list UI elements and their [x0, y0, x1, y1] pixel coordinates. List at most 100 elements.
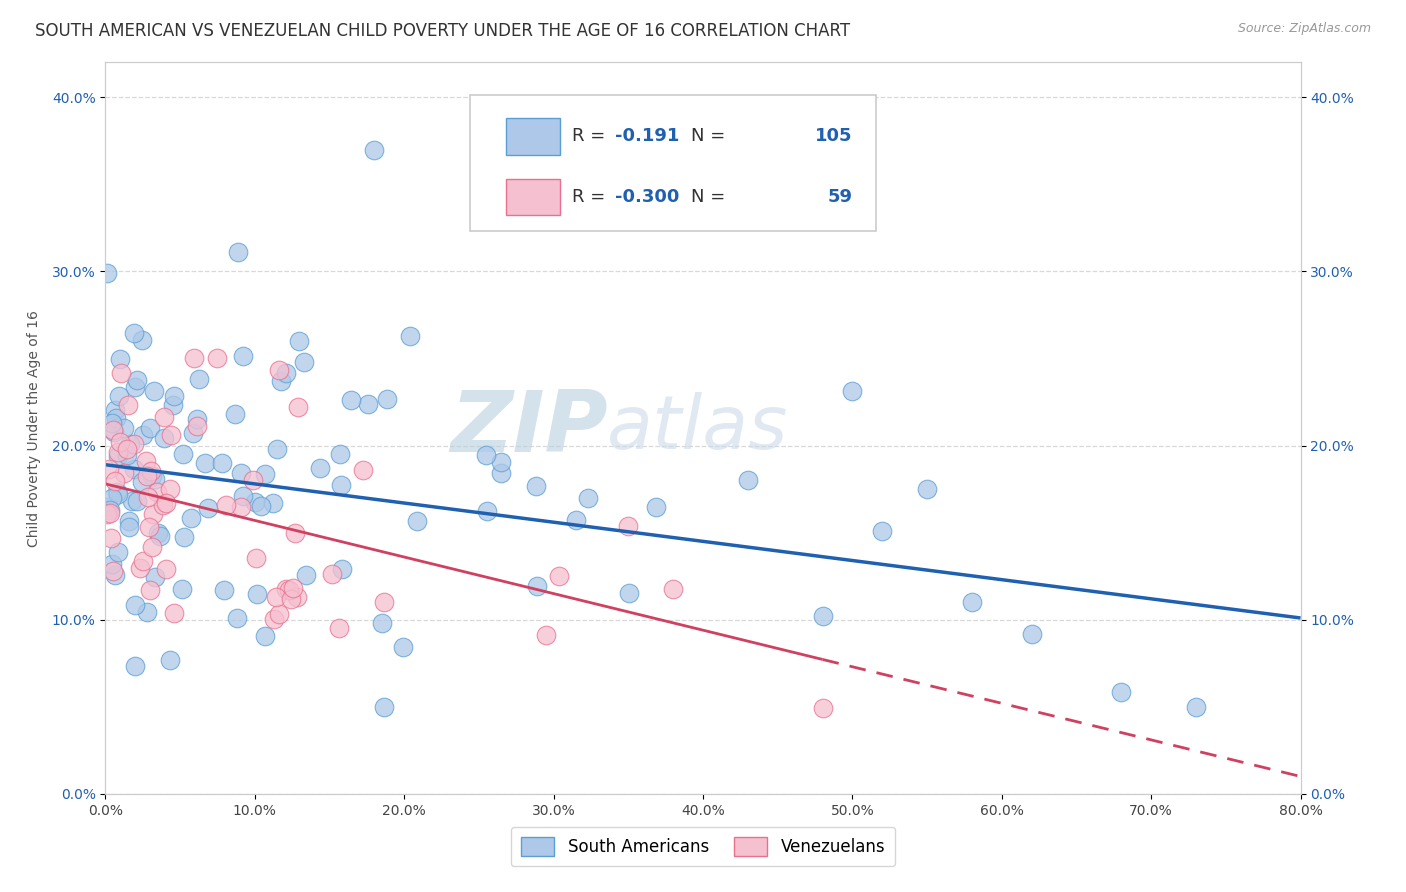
- Point: [100, 531, 122, 545]
- Point: [117, 448, 139, 462]
- FancyBboxPatch shape: [506, 178, 560, 215]
- Point: [188, 371, 211, 385]
- Point: [662, 582, 685, 597]
- Point: [107, 545, 129, 559]
- Point: [103, 425, 125, 440]
- Point: [229, 466, 252, 480]
- Text: N =: N =: [692, 128, 725, 145]
- Point: [136, 490, 159, 504]
- Point: [122, 326, 145, 341]
- Point: [112, 467, 135, 481]
- Point: [524, 479, 547, 493]
- Point: [131, 333, 153, 347]
- Point: [811, 701, 834, 715]
- Point: [328, 621, 350, 635]
- Point: [104, 567, 127, 582]
- Point: [266, 442, 288, 456]
- Point: [232, 349, 254, 363]
- Point: [294, 567, 316, 582]
- Point: [141, 464, 163, 478]
- Point: [477, 504, 499, 518]
- Point: [329, 447, 352, 461]
- Point: [148, 525, 170, 540]
- Point: [197, 500, 219, 515]
- Point: [330, 561, 353, 575]
- Point: [143, 570, 166, 584]
- Point: [243, 494, 266, 508]
- Point: [162, 389, 184, 403]
- Point: [108, 352, 131, 367]
- Point: [180, 510, 202, 524]
- Point: [163, 606, 186, 620]
- Point: [617, 586, 640, 600]
- Point: [104, 475, 127, 489]
- Point: [491, 455, 513, 469]
- Point: [103, 402, 125, 417]
- Point: [98, 503, 121, 517]
- Point: [159, 482, 181, 496]
- Point: [373, 595, 395, 609]
- Point: [225, 611, 247, 625]
- Point: [98, 462, 121, 476]
- Point: [107, 450, 129, 464]
- Point: [160, 428, 183, 442]
- Point: [125, 493, 148, 508]
- Text: N =: N =: [692, 188, 725, 206]
- Point: [107, 444, 129, 458]
- Point: [232, 489, 254, 503]
- Point: [1111, 685, 1133, 699]
- Point: [474, 448, 496, 462]
- Point: [172, 447, 194, 461]
- Point: [737, 473, 759, 487]
- Point: [371, 616, 394, 631]
- Point: [292, 355, 315, 369]
- Point: [841, 384, 863, 398]
- Point: [229, 500, 252, 514]
- Point: [329, 478, 352, 492]
- Point: [321, 567, 343, 582]
- Point: [105, 411, 128, 425]
- Point: [159, 653, 181, 667]
- Point: [205, 351, 228, 366]
- Point: [186, 418, 208, 433]
- Text: atlas: atlas: [607, 392, 789, 464]
- Point: [375, 392, 398, 406]
- Text: SOUTH AMERICAN VS VENEZUELAN CHILD POVERTY UNDER THE AGE OF 16 CORRELATION CHART: SOUTH AMERICAN VS VENEZUELAN CHILD POVER…: [35, 22, 851, 40]
- FancyBboxPatch shape: [470, 95, 876, 231]
- Point: [97, 500, 120, 514]
- Point: [100, 506, 122, 520]
- Point: [143, 471, 166, 485]
- Point: [118, 515, 141, 529]
- Point: [280, 592, 302, 607]
- Point: [110, 366, 132, 380]
- Point: [162, 398, 184, 412]
- Point: [249, 499, 271, 513]
- Point: [253, 467, 276, 481]
- Point: [276, 582, 298, 596]
- Point: [392, 640, 415, 654]
- Text: 59: 59: [827, 188, 852, 206]
- Point: [270, 374, 292, 388]
- Point: [96, 507, 118, 521]
- Point: [132, 428, 155, 442]
- Point: [373, 699, 395, 714]
- Point: [139, 582, 162, 597]
- Point: [564, 513, 586, 527]
- Point: [263, 612, 285, 626]
- Point: [101, 557, 124, 571]
- Legend: South Americans, Venezuelans: South Americans, Venezuelans: [510, 827, 896, 866]
- Point: [186, 412, 208, 426]
- Point: [153, 431, 176, 445]
- Point: [278, 583, 301, 598]
- Point: [173, 530, 195, 544]
- Point: [103, 564, 125, 578]
- Point: [138, 520, 160, 534]
- Point: [120, 437, 142, 451]
- Point: [105, 485, 128, 500]
- Point: [107, 487, 129, 501]
- Point: [101, 416, 124, 430]
- Point: [121, 494, 143, 508]
- Point: [124, 380, 146, 394]
- Point: [269, 363, 291, 377]
- Point: [155, 562, 177, 576]
